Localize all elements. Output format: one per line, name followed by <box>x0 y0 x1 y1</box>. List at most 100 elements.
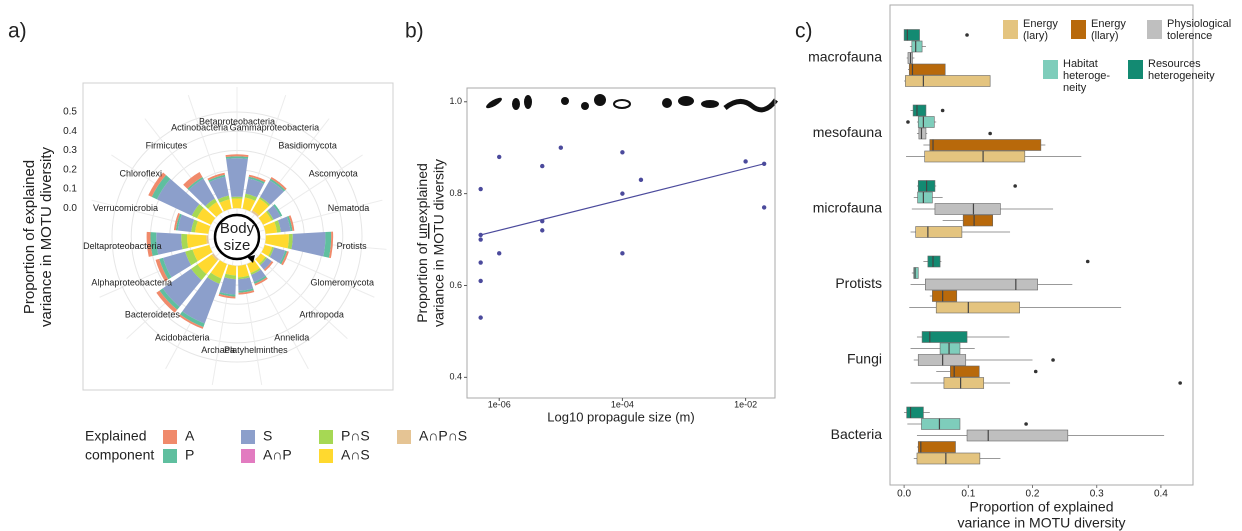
bar-segment <box>150 232 159 257</box>
legend-title: component <box>85 447 154 463</box>
bar-segment <box>248 176 265 184</box>
box <box>916 452 981 465</box>
legend-label: tolerence <box>1167 30 1212 42</box>
panel-label: a) <box>8 20 27 43</box>
bar-segment <box>156 232 183 255</box>
point <box>478 315 483 320</box>
bar-segment <box>181 233 189 250</box>
box <box>943 377 985 389</box>
bar-segment <box>159 288 180 310</box>
bar-segment <box>268 246 275 258</box>
legend-label: neity <box>1063 82 1087 94</box>
legend-label: P <box>185 447 194 463</box>
bar-segment <box>208 174 226 183</box>
category-label: Bacteroidetes <box>125 309 181 319</box>
box <box>927 255 941 268</box>
box <box>921 331 968 343</box>
bar-segment <box>231 196 243 199</box>
bar-segment <box>237 264 250 278</box>
category-label: Archaea <box>201 345 235 355</box>
box <box>935 301 1020 314</box>
legend-label: Energy <box>1023 18 1058 30</box>
box <box>966 429 1069 442</box>
spoke <box>211 236 238 386</box>
outlier <box>1051 358 1055 362</box>
panel-label: c) <box>795 20 813 43</box>
center-arrow <box>247 255 255 263</box>
legend-swatch <box>1128 60 1143 79</box>
y-tick-label: 0.5 <box>63 107 77 118</box>
bar-segment <box>328 231 334 259</box>
bar-segment <box>248 174 266 183</box>
box <box>939 342 961 355</box>
bar-segment <box>260 257 272 270</box>
spoke <box>236 236 263 386</box>
box <box>917 354 967 366</box>
bar-segment <box>226 158 248 197</box>
spoke <box>236 154 363 238</box>
y-tick-label: 0.4 <box>449 372 462 382</box>
legend-label: P∩S <box>341 428 370 444</box>
bar-segment <box>156 178 200 216</box>
bar-segment <box>263 261 274 272</box>
legend-label: (lary) <box>1023 30 1048 42</box>
outlier <box>1024 422 1028 426</box>
outlier <box>1013 184 1017 188</box>
box <box>934 203 1001 215</box>
y-axis-label: variance in MOTU diversity <box>431 159 447 327</box>
y-tick-label: 0.2 <box>63 164 77 175</box>
bar-segment <box>238 290 255 295</box>
bar-segment <box>162 268 202 307</box>
box <box>925 278 1038 291</box>
bar-segment <box>251 210 260 217</box>
bar-segment <box>260 180 284 205</box>
outlier <box>1085 259 1090 264</box>
bar-segment <box>182 277 220 324</box>
bar-segment <box>242 197 256 212</box>
outlier <box>906 120 910 124</box>
point <box>478 260 483 265</box>
bar-segment <box>162 251 192 278</box>
point <box>743 159 748 164</box>
category-label: Gammaproteobacteria <box>230 123 320 133</box>
legend-swatch <box>1071 20 1086 39</box>
point <box>497 251 502 256</box>
spoke <box>187 94 238 238</box>
point <box>478 278 483 284</box>
box <box>905 75 991 87</box>
legend-swatch <box>241 430 255 444</box>
y-axis-label: variance in MOTU diversity <box>38 146 55 327</box>
legend-label: heteroge- <box>1063 70 1110 82</box>
bar-segment <box>250 267 261 275</box>
legend-swatch <box>1043 60 1058 79</box>
bar-segment <box>258 211 272 225</box>
category-label: Annelida <box>274 333 309 343</box>
category-label: Ascomycota <box>309 168 358 178</box>
bar-segment <box>273 204 283 217</box>
legend-label: A∩P∩S <box>419 428 467 444</box>
bar-segment <box>231 198 243 209</box>
bar-segment <box>219 277 236 295</box>
point <box>497 154 502 160</box>
bar-segment <box>146 231 153 257</box>
legend-label: A∩S <box>341 447 370 463</box>
bar-segment <box>288 215 295 231</box>
box <box>917 191 933 204</box>
legend-label: Energy <box>1091 18 1126 30</box>
bar-segment <box>185 249 198 266</box>
bar-segment <box>191 264 207 281</box>
bar-segment <box>206 235 209 244</box>
bar-segment <box>219 292 236 297</box>
point <box>478 232 483 238</box>
bar-segment <box>291 232 326 257</box>
x-axis-label: Proportion of explained <box>970 499 1114 515</box>
x-axis-label: variance in MOTU diversity <box>957 515 1125 531</box>
bar-segment <box>253 275 267 284</box>
spoke <box>236 199 383 238</box>
point <box>761 205 767 210</box>
bar-segment <box>267 205 281 220</box>
point <box>620 191 625 196</box>
y-tick-label: 0.3 <box>63 145 77 156</box>
